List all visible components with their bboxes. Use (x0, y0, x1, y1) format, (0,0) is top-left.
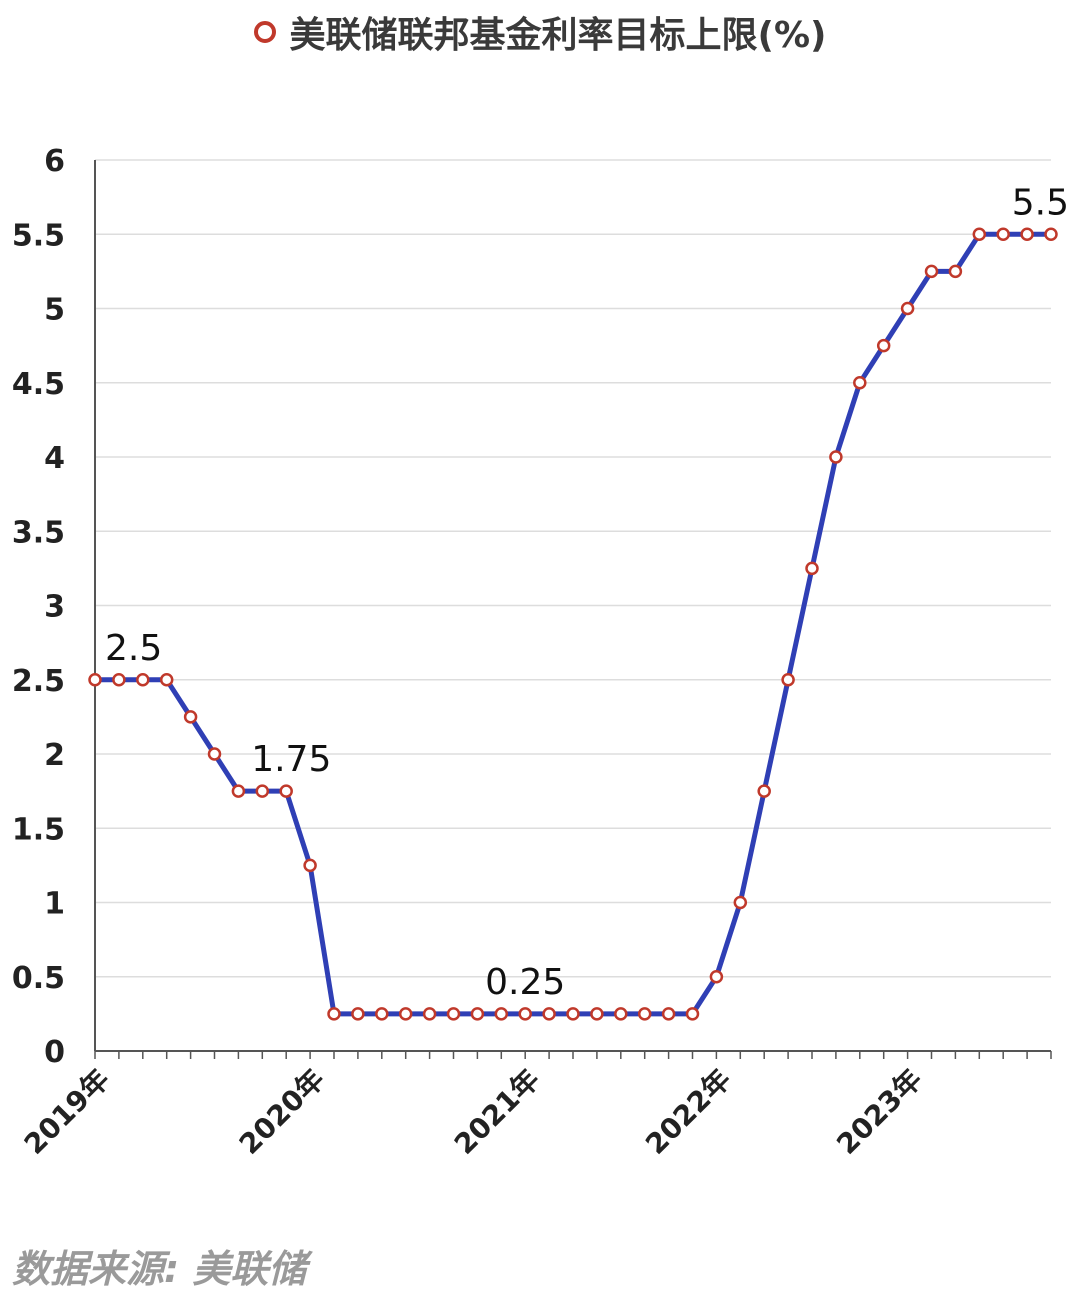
data-point (518, 1007, 532, 1021)
data-point (972, 227, 987, 241)
y-tick-label: 4.5 (12, 367, 65, 402)
data-point (88, 673, 102, 687)
data-point (494, 1007, 509, 1021)
y-tick-label: 5 (44, 293, 65, 328)
data-point (422, 1007, 437, 1021)
data-point (924, 264, 939, 279)
data-point (829, 450, 843, 464)
data-point (231, 784, 246, 798)
series-line (92, 231, 1054, 1017)
x-tick-label: 2019年 (18, 1063, 116, 1161)
data-point (637, 1007, 652, 1021)
y-tick-label: 6 (44, 144, 65, 179)
data-point (446, 1007, 461, 1021)
data-point (279, 784, 293, 798)
data-label: 0.25 (485, 962, 565, 1003)
data-point (255, 784, 270, 798)
data-point (685, 1007, 700, 1021)
data-point (781, 673, 795, 687)
data-label: 5.5 (1012, 182, 1069, 223)
data-point (375, 1007, 389, 1021)
data-point (876, 338, 891, 353)
legend-marker-icon (253, 21, 276, 43)
data-point (805, 561, 819, 576)
y-tick-label: 0 (44, 1035, 65, 1070)
data-label: 1.75 (251, 739, 331, 780)
data-point (303, 858, 317, 873)
data-point (351, 1007, 365, 1021)
y-tick-label: 2 (44, 738, 65, 773)
y-tick-label: 3.5 (12, 515, 65, 550)
y-tick-label: 5.5 (12, 218, 65, 253)
data-point (207, 747, 222, 761)
x-tick-label: 2021年 (448, 1063, 546, 1161)
data-point (853, 376, 867, 390)
y-tick-label: 1.5 (12, 812, 65, 847)
data-label: 2.5 (105, 628, 162, 669)
x-tick-label: 2023年 (830, 1063, 928, 1161)
source-note: 数据来源: 美联储 (12, 1247, 307, 1291)
data-point (398, 1007, 413, 1021)
y-tick-label: 4 (44, 441, 65, 476)
data-point (136, 673, 150, 687)
data-point (614, 1007, 628, 1021)
data-point (327, 1007, 341, 1021)
data-point (159, 673, 174, 687)
data-point (1020, 227, 1034, 241)
data-point (542, 1007, 556, 1021)
y-tick-label: 1 (44, 887, 65, 922)
legend: 美联储联邦基金利率目标上限(%) (0, 6, 1080, 58)
x-tick-label: 2020年 (233, 1063, 331, 1161)
data-point (709, 970, 724, 984)
data-point (590, 1007, 604, 1021)
data-point (661, 1007, 676, 1021)
data-point (900, 301, 915, 316)
y-tick-label: 3 (44, 590, 65, 625)
data-point (757, 784, 771, 798)
legend-label: 美联储联邦基金利率目标上限(%) (289, 15, 827, 56)
x-tick-label: 2022年 (639, 1063, 737, 1161)
line-chart: 0 0.5 1 1.5 2 2.5 3 3.5 4 4.5 5 5.5 6 2019年 2020年 2021年… (12, 144, 1069, 1161)
data-point (996, 227, 1010, 241)
y-tick-label: 2.5 (12, 664, 65, 699)
data-point (183, 710, 198, 724)
data-point (1044, 227, 1058, 241)
data-point (470, 1007, 485, 1021)
data-point (948, 264, 963, 279)
data-point (566, 1007, 580, 1021)
data-point (112, 673, 126, 687)
y-tick-label: 0.5 (12, 961, 65, 996)
data-point (733, 895, 748, 910)
